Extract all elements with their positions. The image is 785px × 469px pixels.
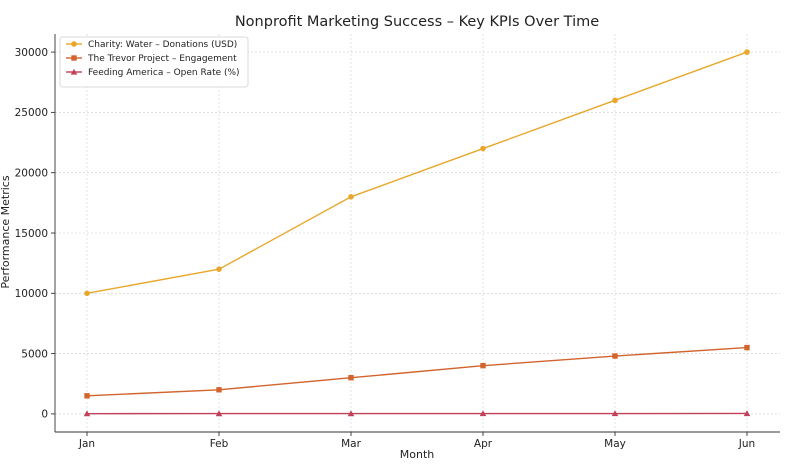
x-tick-label: Feb — [210, 438, 229, 450]
legend-marker — [71, 55, 76, 60]
y-tick-label: 5000 — [21, 348, 48, 360]
y-tick-label: 10000 — [15, 288, 48, 300]
x-tick-label: Jun — [738, 438, 755, 450]
y-tick-label: 15000 — [15, 228, 48, 240]
data-point — [216, 387, 221, 392]
x-tick-label: Mar — [341, 438, 361, 450]
data-point — [84, 291, 90, 297]
series-1 — [84, 345, 749, 399]
data-point — [612, 98, 618, 104]
axes: 0 5000 10000 15000 20000 25000 30000 Jan Feb Mar A… — [15, 34, 780, 450]
series-line — [87, 348, 747, 396]
legend-entry: The Trevor Project – Engagement — [66, 54, 237, 64]
legend-label: The Trevor Project – Engagement — [87, 54, 237, 64]
legend-marker — [71, 41, 77, 47]
data-point — [216, 266, 222, 272]
legend-entry: Charity: Water – Donations (USD) — [66, 40, 237, 50]
data-point — [84, 393, 89, 398]
y-tick-label: 30000 — [15, 47, 48, 59]
legend-entry: Feeding America – Open Rate (%) — [66, 68, 240, 78]
series-2 — [84, 410, 751, 416]
x-tick-label: Jan — [78, 438, 95, 450]
data-point — [744, 345, 749, 350]
x-tick-label: Apr — [474, 438, 493, 450]
legend-label: Charity: Water – Donations (USD) — [88, 40, 237, 50]
legend: Charity: Water – Donations (USD) The Trev… — [60, 37, 248, 87]
y-tick-label: 25000 — [15, 107, 48, 119]
y-tick-label: 20000 — [15, 167, 48, 179]
data-point — [480, 363, 485, 368]
chart-title: Nonprofit Marketing Success – Key KPIs O… — [235, 14, 599, 30]
x-tick-label: May — [604, 438, 626, 450]
data-point — [348, 194, 354, 200]
data-point — [348, 375, 353, 380]
x-axis-label: Month — [400, 448, 435, 461]
y-tick-label: 0 — [41, 409, 48, 421]
data-point — [744, 49, 750, 55]
legend-label: Feeding America – Open Rate (%) — [88, 68, 240, 78]
data-point — [480, 146, 486, 152]
data-point — [612, 353, 617, 358]
y-axis-label: Performance Metrics — [0, 175, 12, 288]
